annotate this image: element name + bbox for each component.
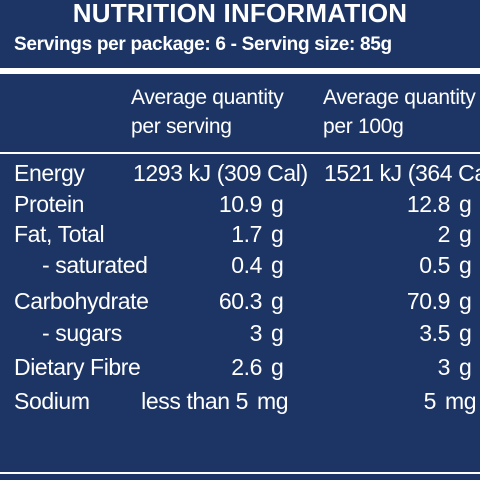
value-per-100g: 3.5 (419, 320, 450, 346)
unit-per-serving: g (271, 252, 284, 278)
table-row-protein: Protein 10.9 g 12.8 g (0, 191, 480, 221)
panel-title: NUTRITION INFORMATION (72, 0, 408, 28)
unit-per-100g: g (459, 191, 472, 217)
value-per-serving: 1.7 (231, 221, 262, 247)
value-per-100g: 70.9 (406, 288, 451, 314)
value-per-serving: less than 5 (141, 388, 248, 414)
value-per-serving: 10.9 (218, 191, 263, 217)
unit-per-serving: g (271, 288, 284, 314)
column-header-line: Average quantity (131, 86, 284, 109)
nutrient-name: Carbohydrate (14, 288, 149, 314)
value-per-100g: 2 (437, 221, 451, 247)
nutrient-name: Sodium (14, 388, 90, 414)
value-per-serving: 60.3 (218, 288, 263, 314)
nutrient-name: Protein (14, 191, 85, 217)
unit-per-serving: g (271, 354, 284, 380)
nutrient-name: Dietary Fibre (14, 354, 141, 380)
table-row-fat-total: Fat, Total 1.7 g 2 g (0, 221, 480, 251)
divider-thick (0, 68, 480, 74)
table-row-energy: Energy 1293 kJ (309 Cal) 1521 kJ (364 Ca… (0, 160, 480, 190)
value-per-100g: 5 (423, 388, 437, 414)
value-per-100g: 0.5 (419, 252, 450, 278)
column-header-per-serving: Average quantity per serving (131, 83, 284, 141)
value-per-serving: 0.4 (231, 252, 262, 278)
nutrient-name: Fat, Total (14, 221, 105, 247)
nutrient-name: - sugars (42, 320, 122, 346)
table-row-saturated: - saturated 0.4 g 0.5 g (0, 252, 480, 282)
unit-per-100g: g (459, 320, 472, 346)
table-row-sodium: Sodium less than 5 mg 5 mg (0, 388, 480, 418)
column-header-per-100g: Average quantity per 100g (323, 83, 476, 141)
value-per-100g: 3 (437, 354, 451, 380)
servings-info: Servings per package: 6 - Serving size: … (14, 34, 392, 55)
unit-per-serving: g (271, 320, 284, 346)
column-header-line: per serving (131, 115, 232, 138)
divider-thin (0, 152, 480, 154)
value-per-100g: 1521 kJ (364 Cal) (324, 160, 480, 186)
divider-bottom (0, 472, 480, 474)
unit-per-100g: g (459, 221, 472, 247)
column-header-line: per 100g (323, 115, 404, 138)
unit-per-100g: mg (445, 388, 477, 414)
unit-per-100g: g (459, 354, 472, 380)
value-per-serving: 1293 kJ (309 Cal) (133, 160, 308, 186)
value-per-serving: 3 (249, 320, 263, 346)
table-row-carbohydrate: Carbohydrate 60.3 g 70.9 g (0, 288, 480, 318)
unit-per-serving: g (271, 221, 284, 247)
table-row-sugars: - sugars 3 g 3.5 g (0, 320, 480, 350)
unit-per-100g: g (459, 252, 472, 278)
value-per-serving: 2.6 (231, 354, 262, 380)
column-header-line: Average quantity (323, 86, 476, 109)
nutrient-name: Energy (14, 160, 85, 186)
table-row-dietary-fibre: Dietary Fibre 2.6 g 3 g (0, 354, 480, 384)
unit-per-serving: mg (257, 388, 289, 414)
unit-per-serving: g (271, 191, 284, 217)
unit-per-100g: g (459, 288, 472, 314)
nutrient-name: - saturated (42, 252, 148, 278)
value-per-100g: 12.8 (406, 191, 451, 217)
